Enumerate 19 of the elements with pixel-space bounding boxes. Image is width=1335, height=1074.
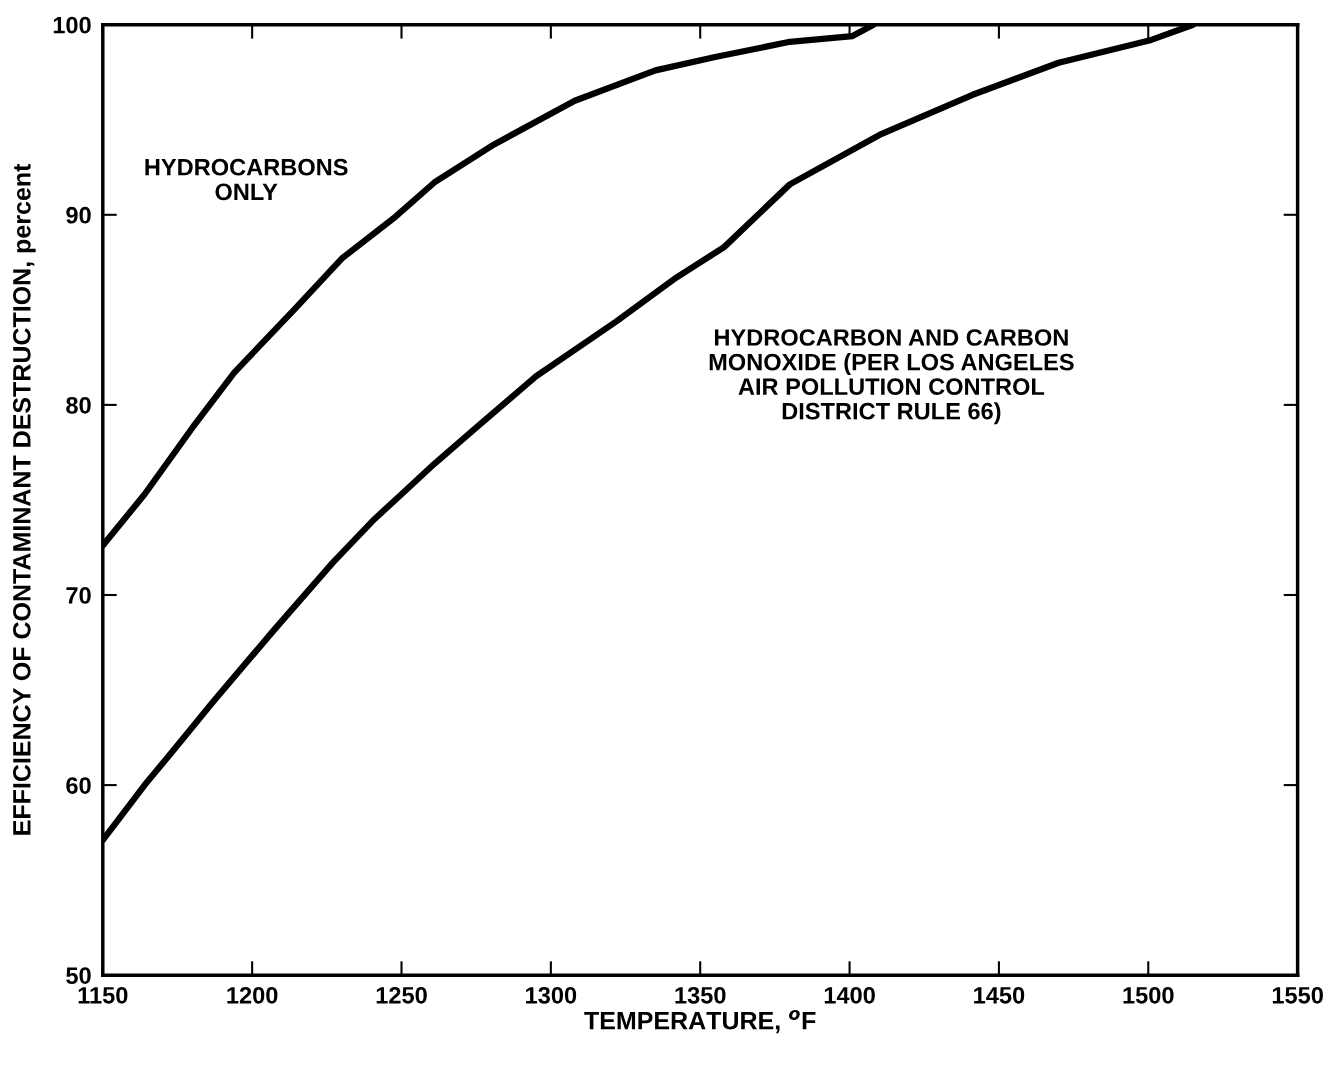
x-tick-label: 1300	[526, 986, 577, 1004]
x-tick-label: 1350	[675, 986, 726, 1004]
x-tick-label: 1550	[1272, 986, 1323, 1004]
text: HYDROCARBON AND CARBON MONOXIDE (PER LOS ANGELES AIR POLLUTION CONTROL DISTRICT RULE 66)	[709, 329, 1074, 425]
y-tick-label: 90	[66, 206, 91, 224]
y-axis-title: EFFICIENCY OF CONTAMINANT DESTRUCTION, percent	[12, 163, 36, 835]
x-tick-label: 1150	[78, 986, 128, 1004]
y-tick-label: 50	[66, 967, 91, 984]
x-tick-label: 1500	[1123, 986, 1174, 1004]
y-tick-label: 60	[66, 777, 91, 794]
x-tick-label: 1450	[974, 986, 1025, 1004]
y-tick-label: 70	[66, 587, 91, 604]
x-axis-title: TEMPERATURE, $^{o}$F	[584, 1009, 816, 1034]
y-tick-label: 80	[66, 396, 91, 414]
series-label: HYDROCARBONS ONLY	[145, 158, 348, 201]
y-tick-label: 100	[53, 16, 91, 34]
x-tick-label: 1200	[227, 986, 278, 1004]
x-tick-label: 1250	[376, 986, 427, 1004]
x-tick-label: 1400	[824, 986, 875, 1004]
